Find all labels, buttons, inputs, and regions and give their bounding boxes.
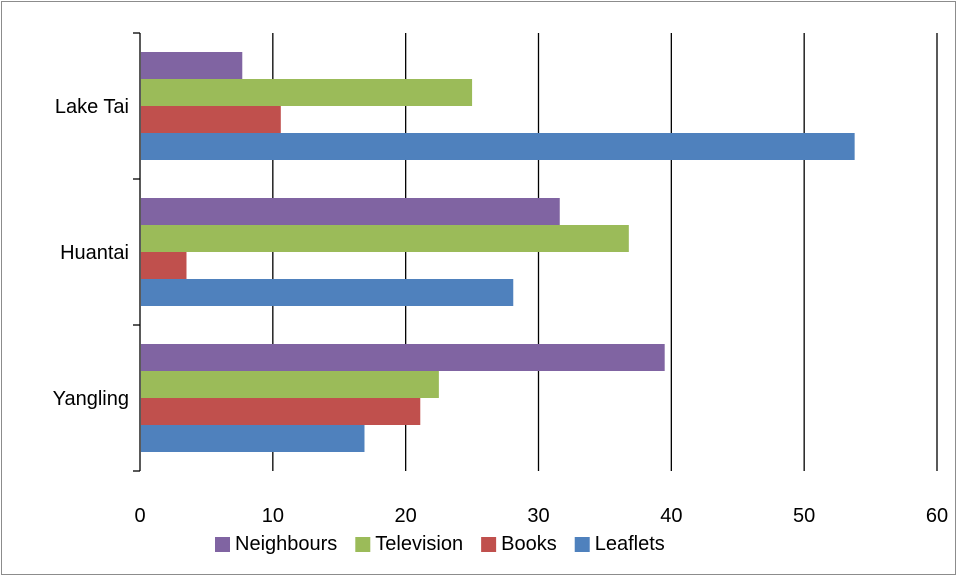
legend-swatch <box>215 537 230 552</box>
legend: Neighbours Television Books Leaflets <box>215 533 665 555</box>
x-tick-label: 50 <box>793 505 815 527</box>
bar-neighbours-yangling <box>141 344 665 371</box>
bar-television-huantai <box>141 225 629 252</box>
legend-swatch <box>355 537 371 552</box>
legend-item-leaflets: Leaflets <box>574 533 665 555</box>
legend-label: Books <box>501 533 557 555</box>
legend-label: Neighbours <box>235 533 337 555</box>
x-tick-label: 40 <box>660 505 682 527</box>
bars <box>141 52 855 452</box>
x-tick-label: 60 <box>926 505 948 527</box>
bar-leaflets-huantai <box>141 279 514 306</box>
bar-books-yangling <box>141 398 421 425</box>
x-tick-label: 30 <box>527 505 549 527</box>
legend-item-television: Television <box>355 533 463 555</box>
legend-swatch <box>574 537 590 552</box>
axes <box>133 32 141 472</box>
x-tick-labels: 0 10 20 30 40 50 60 <box>134 505 948 527</box>
category-label: Lake Tai <box>55 96 129 118</box>
bar-leaflets-lake-tai <box>141 133 855 160</box>
legend-label: Leaflets <box>595 533 665 555</box>
bar-leaflets-yangling <box>141 425 365 452</box>
category-label: Huantai <box>60 242 129 264</box>
category-labels: Lake Tai Huantai Yangling <box>53 96 129 410</box>
legend-swatch <box>481 537 497 552</box>
bar-television-yangling <box>141 371 439 398</box>
legend-label: Television <box>375 533 463 555</box>
bar-books-huantai <box>141 252 187 279</box>
legend-item-neighbours: Neighbours <box>215 533 337 555</box>
bar-books-lake-tai <box>141 106 281 133</box>
legend-item-books: Books <box>481 533 557 555</box>
bar-neighbours-lake-tai <box>141 52 243 79</box>
x-tick-label: 0 <box>134 505 145 527</box>
bar-neighbours-huantai <box>141 198 560 225</box>
x-tick-label: 20 <box>395 505 417 527</box>
x-tick-label: 10 <box>262 505 284 527</box>
category-label: Yangling <box>53 388 129 410</box>
bar-television-lake-tai <box>141 79 473 106</box>
